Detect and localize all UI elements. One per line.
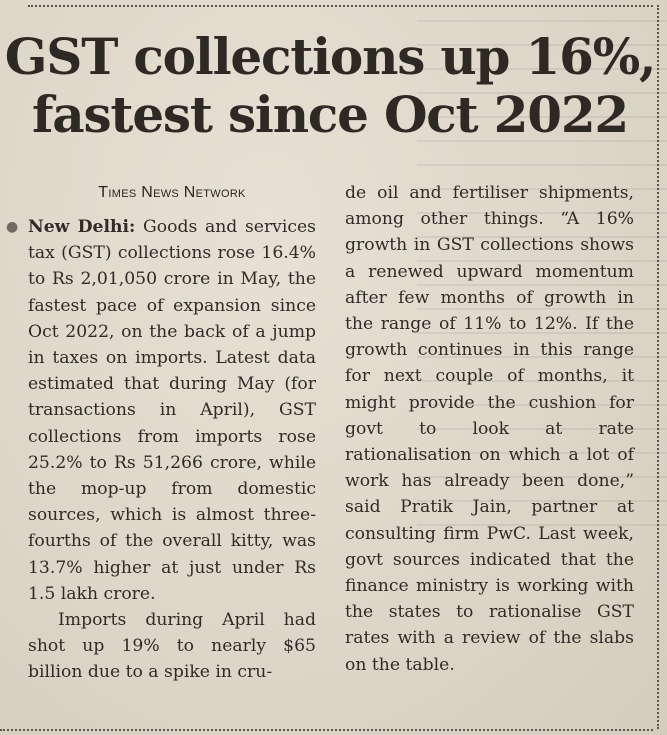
dotted-border-bottom [0,729,653,731]
dotted-border-right [657,5,659,729]
paragraph-2-start: Imports during April had shot up 19% to … [28,610,316,683]
column-right: de oil and fertiliser shipments, among o… [345,180,634,678]
dotted-border-top [28,5,653,7]
byline: Times News Network [98,184,246,201]
headline: GST collections up 16%, fastest since Oc… [4,27,657,144]
paragraph-1: ● New Delhi: Goods and services tax (GST… [6,214,316,607]
paragraph-2-continued: de oil and fertiliser shipments, among o… [345,183,634,675]
paragraph-1-text: Goods and services tax (GST) collections… [28,217,316,604]
bullet-icon: ● [6,219,19,235]
column-left: Times News Network ● New Delhi: Goods an… [6,180,316,686]
dateline: New Delhi: [28,217,136,237]
